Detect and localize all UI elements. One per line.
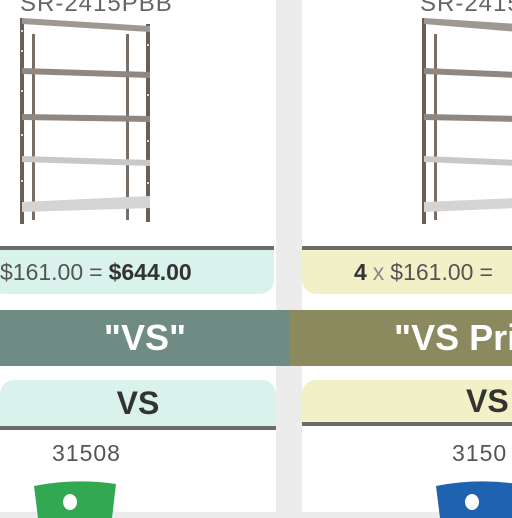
price-total-box: 4 x $161.00 = (302, 246, 512, 294)
metal-shelf-icon[interactable] (418, 14, 512, 226)
product-column-right: SR-2415 4 x $161.00 = "VS Pri VS 3150 (290, 0, 512, 518)
equals-sign: = (479, 258, 493, 285)
equals-sign: = (89, 258, 103, 285)
total-price: $644.00 (108, 258, 192, 285)
unit-price: $161.00 (0, 258, 84, 285)
green-bin-icon[interactable] (30, 478, 120, 518)
quantity: 4 (354, 258, 367, 285)
product-column-left: SR-2415PBB $161.00 = $644.00 "VS" VS 315… (0, 0, 290, 518)
price-total-box: $161.00 = $644.00 (0, 246, 274, 294)
section-banner-vs-price: "VS Pri (290, 310, 512, 366)
product-sku-top: SR-2415 (420, 0, 512, 17)
times-sign: x (372, 258, 385, 285)
banner-title: "VS Pri (394, 317, 512, 358)
tab-vs[interactable]: VS (0, 380, 276, 430)
blue-bin-icon[interactable] (432, 478, 512, 518)
product-sku: 3150 (452, 440, 508, 466)
tab-vs[interactable]: VS (302, 380, 512, 426)
tab-label: VS (466, 382, 509, 419)
product-sku: 31508 (52, 440, 121, 466)
banner-title: "VS" (103, 317, 187, 358)
metal-shelf-icon[interactable] (16, 14, 156, 226)
product-sku-top: SR-2415PBB (20, 0, 173, 17)
tab-label: VS (116, 384, 160, 421)
unit-price: $161.00 (390, 258, 474, 285)
section-banner-vs: "VS" (0, 310, 290, 366)
